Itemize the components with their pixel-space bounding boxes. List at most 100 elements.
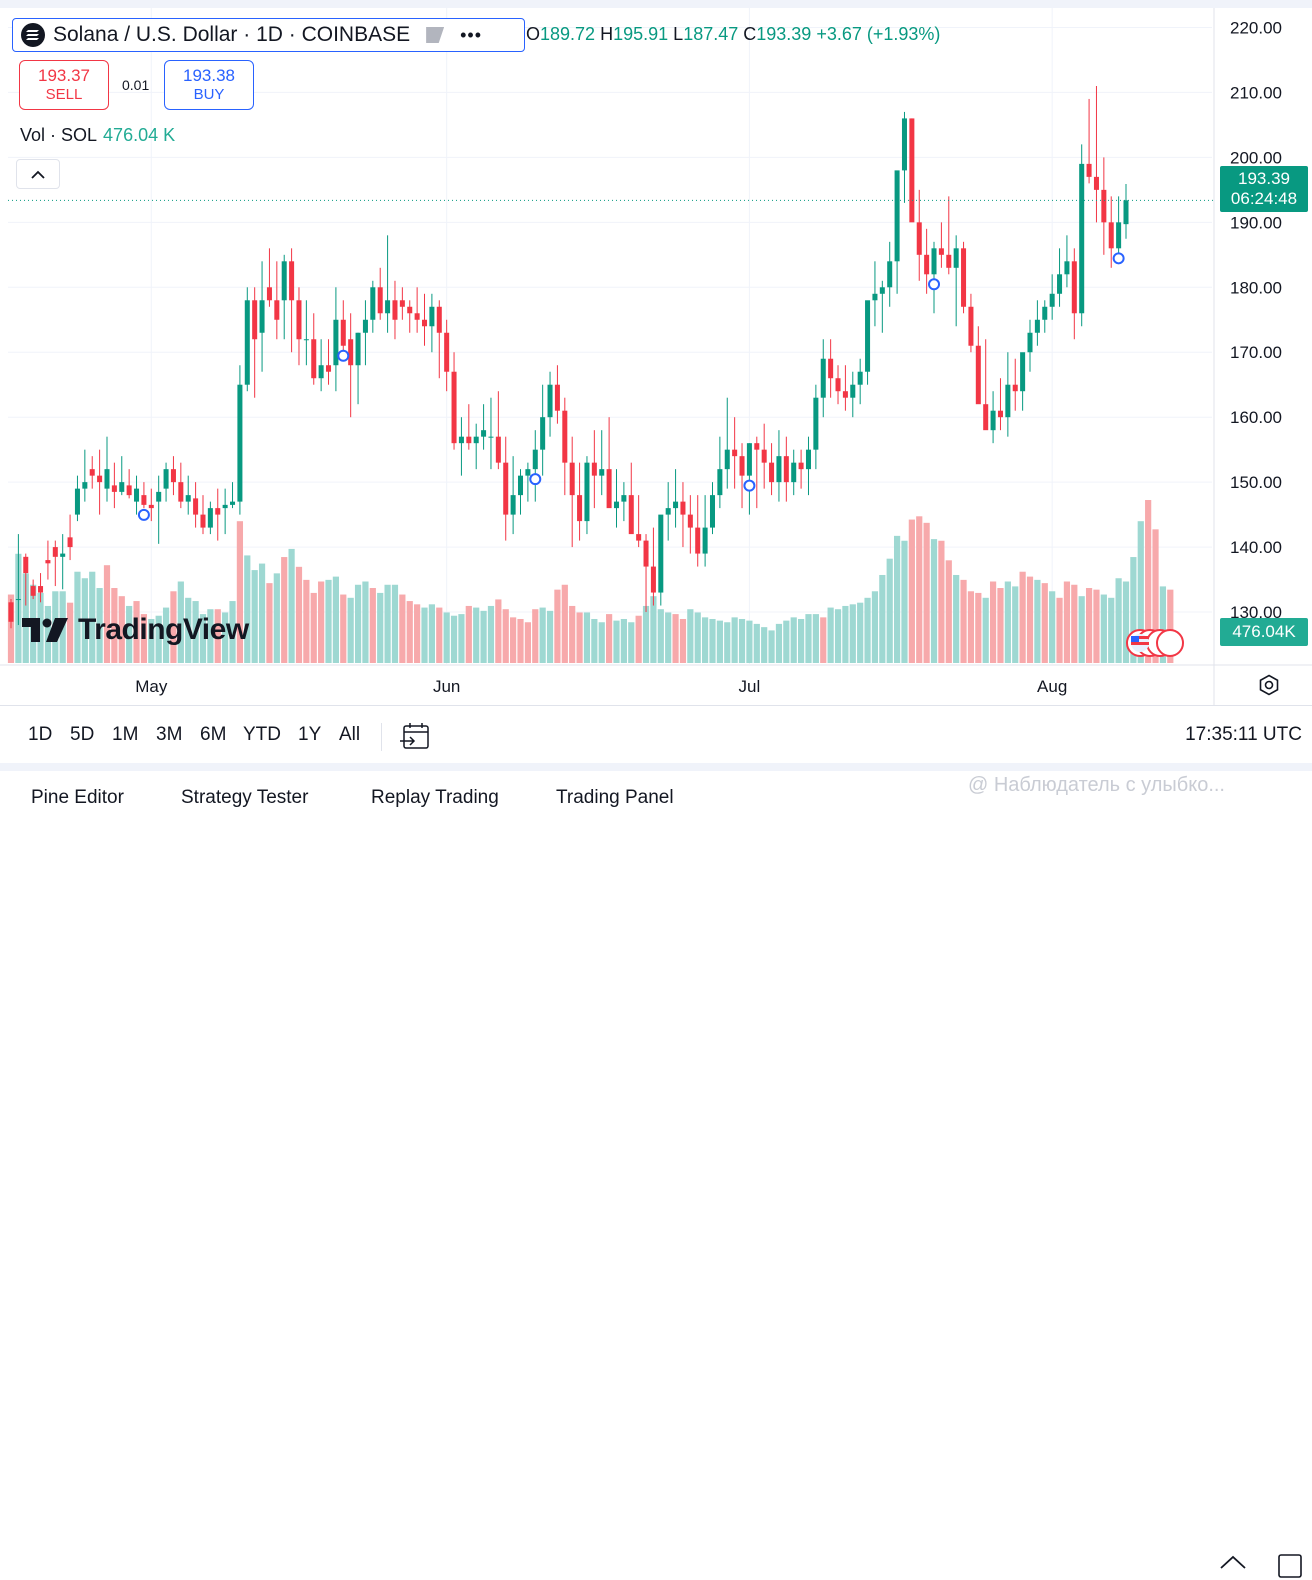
volume-bar <box>1159 586 1167 663</box>
range-1m-button[interactable]: 1M <box>112 724 139 745</box>
range-3m-button[interactable]: 3M <box>156 724 183 745</box>
y-tick-label: 160.00 <box>1230 408 1282 427</box>
candle-body <box>163 469 169 489</box>
volume-bar <box>591 618 598 663</box>
collapse-legend-button[interactable] <box>16 159 60 189</box>
x-tick-label: May <box>135 677 168 696</box>
volume-bar <box>111 588 118 663</box>
range-5d-button[interactable]: 5D <box>70 724 95 745</box>
volume-bar <box>126 605 133 663</box>
event-marker <box>928 278 941 291</box>
volume-bar <box>539 607 546 663</box>
volume-bar <box>628 622 635 663</box>
candle-body <box>717 469 723 496</box>
candle-body <box>554 384 560 411</box>
collapse-panel-icon[interactable] <box>1218 1554 1248 1570</box>
candle-body <box>126 485 132 496</box>
range-all-button[interactable]: All <box>339 724 361 745</box>
volume-bar <box>635 615 642 663</box>
flag-icon[interactable] <box>426 27 445 43</box>
range-6m-button[interactable]: 6M <box>200 724 227 745</box>
volume-bar <box>1152 529 1159 663</box>
chart-pane[interactable]: 130.00 140.00 150.00 160.00 170.00 180.00 190.… <box>0 0 1312 705</box>
volume-bar <box>1108 597 1115 663</box>
candle-body <box>503 462 509 515</box>
sell-button[interactable]: 193.37 SELL <box>19 60 109 110</box>
toolbar-separator <box>381 723 382 751</box>
candle-body <box>318 365 324 379</box>
event-marker <box>1112 252 1125 265</box>
candle-body <box>709 495 716 528</box>
volume-bar <box>775 623 783 663</box>
y-tick-label: 190.00 <box>1230 213 1282 232</box>
volume-legend[interactable]: Vol · SOL 476.04 K <box>20 125 175 146</box>
volume-bar <box>908 519 915 663</box>
candle-body <box>429 306 435 327</box>
candle-body <box>148 504 154 509</box>
range-ytd-button[interactable]: YTD <box>243 724 281 745</box>
candle-body <box>67 537 73 548</box>
change-value: +3.67 (+1.93%) <box>816 24 941 44</box>
candle-body <box>1071 261 1077 314</box>
candle-body <box>953 248 959 268</box>
volume-bar <box>620 618 627 663</box>
symbol-legend[interactable]: Solana / U.S. Dollar · 1D · COINBASE ••• <box>12 18 525 52</box>
volume-bar <box>1130 557 1137 663</box>
range-1d-button[interactable]: 1D <box>28 724 53 745</box>
more-icon[interactable]: ••• <box>460 25 483 45</box>
volume-bar <box>790 617 797 663</box>
volume-bar <box>834 609 842 663</box>
chevron-up-icon <box>31 170 45 179</box>
low-value: 187.47 <box>683 24 739 44</box>
candle-body <box>894 170 900 262</box>
symbol-title[interactable]: Solana / U.S. Dollar · 1D · COINBASE <box>53 23 411 46</box>
candle-body <box>207 508 213 528</box>
volume-bar <box>657 609 664 663</box>
candle-body <box>1049 293 1055 307</box>
candle-body <box>532 449 538 470</box>
volume-bar <box>923 522 930 663</box>
candle-body <box>222 504 228 509</box>
candle-body <box>119 482 125 492</box>
candle-body <box>259 300 265 333</box>
volume-bar <box>502 609 509 663</box>
settings-icon[interactable] <box>1257 673 1281 697</box>
candlestick-chart[interactable]: 130.00 140.00 150.00 160.00 170.00 180.00 190.… <box>0 0 1312 705</box>
volume-bar <box>207 609 214 663</box>
tab-pine-editor[interactable]: Pine Editor <box>31 787 124 808</box>
candle-body <box>45 560 51 564</box>
y-tick-label: 170.00 <box>1230 343 1282 362</box>
candle-body <box>244 300 250 385</box>
volume-bar <box>724 622 731 663</box>
range-1y-button[interactable]: 1Y <box>298 724 322 745</box>
tab-trading-panel[interactable]: Trading Panel <box>556 787 674 808</box>
volume-bar <box>1004 581 1011 663</box>
candle-body <box>997 410 1003 418</box>
candle-body <box>1108 222 1114 249</box>
tradingview-logo[interactable]: TradingView <box>22 613 249 647</box>
buy-button[interactable]: 193.38 BUY <box>164 60 254 110</box>
volume-bar <box>406 601 413 663</box>
candle-body <box>399 300 405 307</box>
clock-label[interactable]: 17:35:11 UTC <box>1185 724 1302 745</box>
tab-strategy-tester[interactable]: Strategy Tester <box>181 787 309 808</box>
candle-body <box>370 287 376 320</box>
volume-bar <box>103 565 111 663</box>
volume-bar <box>133 601 140 663</box>
volume-bar <box>155 615 162 663</box>
tab-replay-trading[interactable]: Replay Trading <box>371 787 499 808</box>
volume-bar <box>236 521 244 663</box>
volume-bar <box>318 581 325 663</box>
candle-body <box>1123 200 1129 225</box>
open-label: O <box>526 24 541 44</box>
volume-bar <box>66 602 74 663</box>
candle-body <box>828 358 834 379</box>
candle-body <box>38 586 44 593</box>
volume-bar <box>901 540 908 663</box>
maximize-panel-icon[interactable] <box>1276 1552 1304 1580</box>
go-to-date-icon[interactable] <box>398 720 432 754</box>
volume-bar <box>886 558 893 663</box>
volume-bar <box>1085 588 1093 663</box>
volume-bar <box>325 579 332 663</box>
candle-body <box>916 222 922 255</box>
